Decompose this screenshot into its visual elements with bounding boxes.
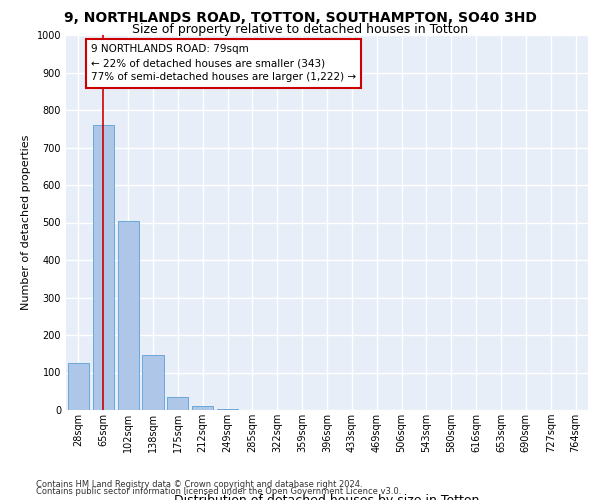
- Bar: [142, 354, 164, 410]
- Text: Contains HM Land Registry data © Crown copyright and database right 2024.: Contains HM Land Registry data © Crown c…: [36, 480, 362, 489]
- Bar: [167, 397, 188, 410]
- Bar: [68, 363, 89, 410]
- Bar: [217, 409, 238, 410]
- X-axis label: Distribution of detached houses by size in Totton: Distribution of detached houses by size …: [175, 494, 479, 500]
- Bar: [93, 125, 114, 410]
- Text: 9, NORTHLANDS ROAD, TOTTON, SOUTHAMPTON, SO40 3HD: 9, NORTHLANDS ROAD, TOTTON, SOUTHAMPTON,…: [64, 11, 536, 25]
- Text: 9 NORTHLANDS ROAD: 79sqm
← 22% of detached houses are smaller (343)
77% of semi-: 9 NORTHLANDS ROAD: 79sqm ← 22% of detach…: [91, 44, 356, 82]
- Text: Contains public sector information licensed under the Open Government Licence v3: Contains public sector information licen…: [36, 487, 401, 496]
- Text: Size of property relative to detached houses in Totton: Size of property relative to detached ho…: [132, 22, 468, 36]
- Bar: [118, 220, 139, 410]
- Y-axis label: Number of detached properties: Number of detached properties: [21, 135, 31, 310]
- Bar: [192, 406, 213, 410]
